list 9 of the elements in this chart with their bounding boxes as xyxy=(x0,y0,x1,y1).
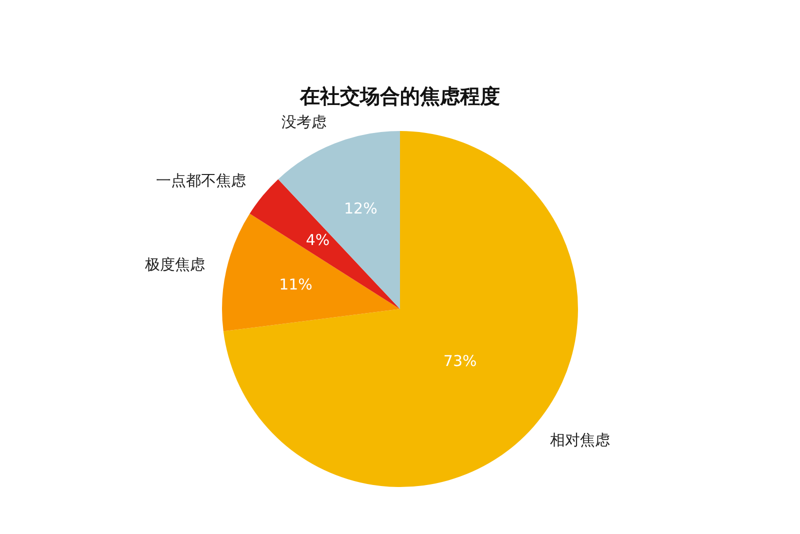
data-label: 73% xyxy=(443,352,477,370)
slice-label: 极度焦虑 xyxy=(144,255,205,274)
slice-label: 相对焦虑 xyxy=(550,431,610,450)
slice-label: 一点都不焦虑 xyxy=(156,171,246,190)
chart-title: 在社交场合的焦虑程度 xyxy=(299,84,500,108)
data-label: 11% xyxy=(279,276,312,294)
data-label: 4% xyxy=(306,230,330,249)
data-label: 12% xyxy=(344,200,378,218)
slice-label: 没考虑 xyxy=(281,112,326,131)
